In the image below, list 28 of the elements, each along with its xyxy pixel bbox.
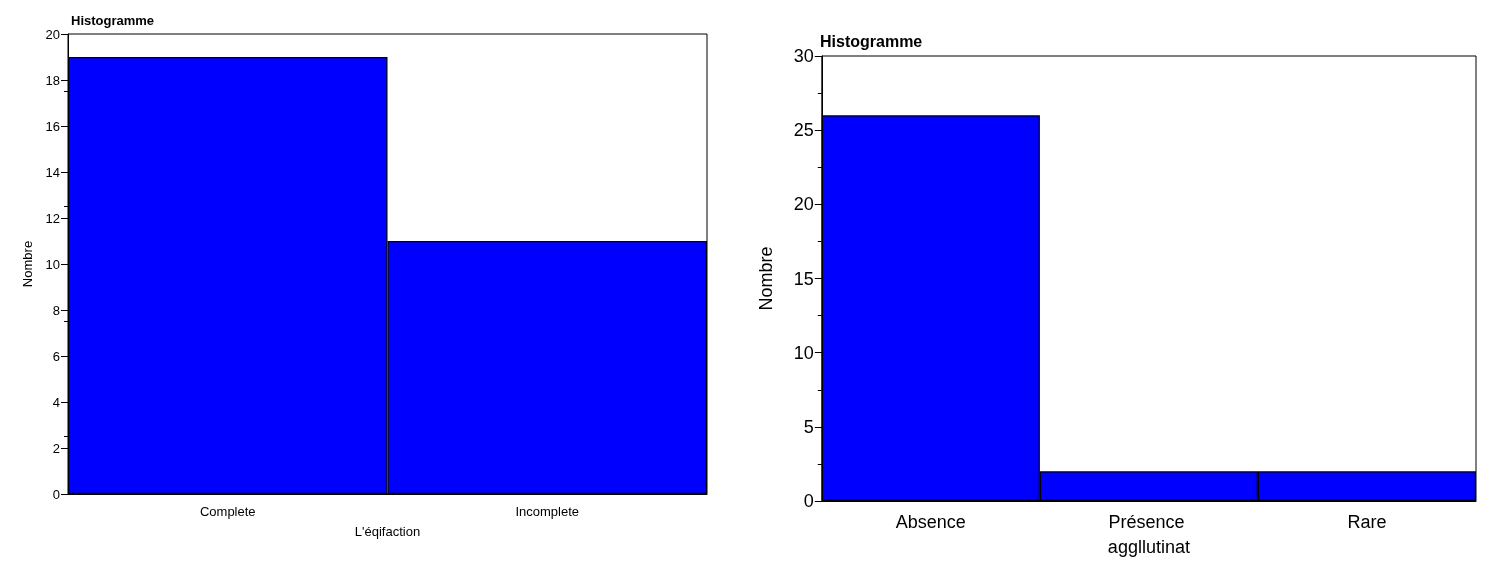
chart-title: Histogramme xyxy=(71,13,155,28)
chart-title: Histogramme xyxy=(820,32,923,50)
y-tick-label: 0 xyxy=(52,486,60,502)
y-tick-label: 10 xyxy=(793,342,814,363)
x-tick-label: Rare xyxy=(1347,511,1387,532)
y-tick-label: 20 xyxy=(793,194,814,215)
y-axis-title: Nombre xyxy=(20,240,36,288)
y-axis-title: Nombre xyxy=(756,246,776,311)
y-tick-label: 25 xyxy=(793,120,814,141)
y-tick-label: 0 xyxy=(803,491,814,511)
y-tick-label: 14 xyxy=(45,164,60,180)
y-tick-label: 16 xyxy=(45,118,60,134)
y-tick-label: 30 xyxy=(793,46,814,66)
y-tick-label: 8 xyxy=(52,302,60,318)
y-tick-label: 2 xyxy=(52,440,60,456)
y-tick-label: 5 xyxy=(803,416,814,437)
y-tick-label: 15 xyxy=(793,268,814,289)
y-tick-label: 10 xyxy=(45,256,60,272)
y-tick-label: 12 xyxy=(45,210,60,226)
x-tick-label: Présence aggllutinat xyxy=(1107,511,1190,557)
y-tick-label: 6 xyxy=(52,348,60,364)
x-axis-title: L'éqifaction xyxy=(354,524,421,540)
x-tick-label: Complete xyxy=(199,503,256,519)
y-tick-label: 4 xyxy=(52,394,60,410)
y-tick-label: 18 xyxy=(45,72,60,88)
y-tick-label: 20 xyxy=(45,26,60,42)
x-tick-label: Absence xyxy=(895,511,966,532)
x-tick-label: Incomplete xyxy=(515,503,580,519)
